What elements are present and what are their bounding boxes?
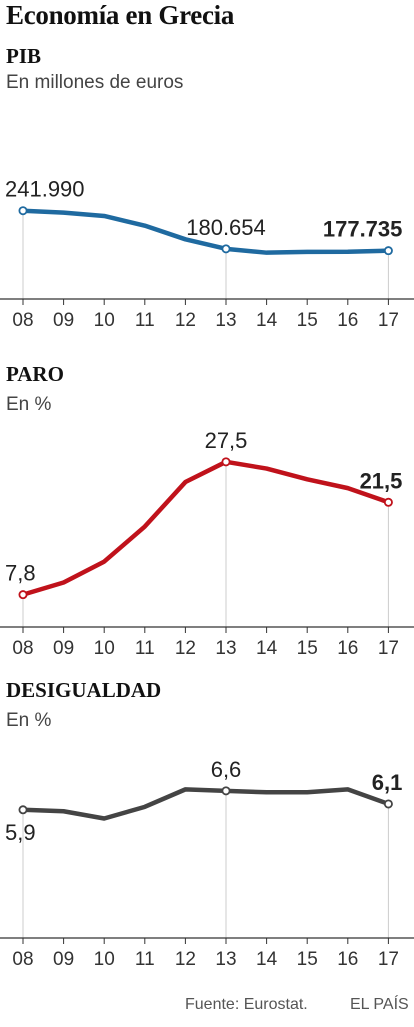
- data-label: 180.654: [186, 215, 266, 240]
- data-point: [383, 246, 393, 256]
- x-tick-label: 12: [175, 638, 196, 659]
- desigualdad-chart: 08 09 10 11 12 13 14 15 16 17 5,9 6,6 6,1: [0, 757, 414, 970]
- brand-label: EL PAÍS: [350, 996, 409, 1013]
- data-point: [383, 497, 393, 507]
- x-tick-label: 13: [215, 949, 236, 970]
- data-point: [221, 457, 231, 467]
- x-tick-label: 10: [94, 638, 115, 659]
- pib-title: PIB: [6, 44, 42, 68]
- data-label: 241.990: [5, 177, 85, 202]
- x-tick-label: 14: [256, 310, 278, 331]
- pib-panel: PIB En millones de euros 08 09 10 11 12 13 14 1…: [0, 44, 414, 344]
- x-tick-label: 15: [297, 310, 318, 331]
- x-tick-label: 10: [94, 310, 115, 331]
- data-point: [18, 805, 28, 815]
- x-tick-label: 14: [256, 638, 278, 659]
- x-tick-label: 08: [12, 949, 33, 970]
- pib-chart: 08 09 10 11 12 13 14 15 16 17 241.990 180.654 177.73…: [0, 177, 414, 331]
- source-note: Fuente: Eurostat.: [185, 996, 308, 1013]
- desigualdad-panel: DESIGUALDAD En % 08 09 10 11 12 13 14 15 16 17 5,9…: [0, 678, 414, 978]
- x-tick-label: 15: [297, 638, 318, 659]
- paro-title: PARO: [6, 362, 64, 386]
- x-tick-label: 08: [12, 310, 33, 331]
- x-tick-label: 12: [175, 949, 196, 970]
- x-tick-label: 13: [215, 638, 236, 659]
- data-point: [221, 244, 231, 254]
- pib-unit: En millones de euros: [6, 72, 184, 93]
- x-tick-label: 11: [135, 638, 155, 659]
- desigualdad-unit: En %: [6, 710, 52, 731]
- data-label: 27,5: [205, 428, 248, 453]
- series-line: [20, 208, 391, 255]
- data-label: 7,8: [5, 561, 36, 586]
- paro-chart: 08 09 10 11 12 13 14 15 16 17 7,8 27,5 21,5: [0, 428, 414, 659]
- x-tick-label: 17: [378, 638, 399, 659]
- page-title: Economía en Grecia: [6, 0, 235, 30]
- paro-panel: PARO En % 08 09 10 11 12 13 14 15 16 17 7,8 27,5 21,…: [0, 362, 414, 662]
- data-point: [383, 799, 393, 809]
- paro-unit: En %: [6, 394, 52, 415]
- x-tick-label: 08: [12, 638, 33, 659]
- data-label: 6,1: [372, 770, 403, 795]
- x-tick-label: 16: [337, 638, 358, 659]
- x-tick-label: 12: [175, 310, 196, 331]
- x-tick-label: 09: [53, 949, 74, 970]
- data-label: 6,6: [211, 757, 242, 782]
- data-label: 177.735: [323, 217, 403, 242]
- data-point: [18, 590, 28, 600]
- x-tick-label: 11: [135, 310, 155, 331]
- x-tick-label: 09: [53, 310, 74, 331]
- x-tick-label: 10: [94, 949, 115, 970]
- x-tick-label: 11: [135, 949, 155, 970]
- x-tick-label: 09: [53, 638, 74, 659]
- x-tick-label: 15: [297, 949, 318, 970]
- data-point: [18, 206, 28, 216]
- data-label: 21,5: [360, 468, 403, 493]
- x-tick-label: 16: [337, 949, 358, 970]
- desigualdad-title: DESIGUALDAD: [6, 678, 162, 702]
- x-tick-label: 17: [378, 310, 399, 331]
- series-line: [20, 459, 391, 597]
- x-tick-label: 17: [378, 949, 399, 970]
- x-tick-label: 13: [215, 310, 236, 331]
- data-point: [221, 786, 231, 796]
- data-label: 5,9: [5, 820, 36, 845]
- x-tick-label: 14: [256, 949, 278, 970]
- series-line: [20, 787, 391, 821]
- x-tick-label: 16: [337, 310, 358, 331]
